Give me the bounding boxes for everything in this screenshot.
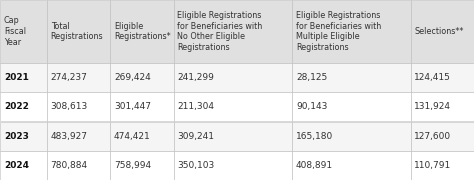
Text: 124,415: 124,415 [414, 73, 451, 82]
Bar [410, 63, 474, 92]
Text: 301,447: 301,447 [114, 102, 151, 111]
Bar [173, 0, 292, 63]
Bar [0, 0, 47, 63]
Bar [0, 63, 47, 92]
Bar [173, 63, 292, 92]
Text: 309,241: 309,241 [177, 132, 214, 141]
Bar [110, 63, 173, 92]
Text: 274,237: 274,237 [51, 73, 88, 82]
Bar [0, 92, 47, 122]
Bar [110, 151, 173, 180]
Bar [410, 0, 474, 63]
Bar [173, 122, 292, 151]
Text: Eligible
Registrations*: Eligible Registrations* [114, 22, 171, 41]
Text: 408,891: 408,891 [296, 161, 333, 170]
Bar [47, 92, 110, 122]
Text: 2024: 2024 [4, 161, 29, 170]
Text: 127,600: 127,600 [414, 132, 452, 141]
Text: 474,421: 474,421 [114, 132, 151, 141]
Bar [410, 122, 474, 151]
Bar [0, 122, 47, 151]
Text: Total
Registrations: Total Registrations [51, 22, 103, 41]
Bar [173, 151, 292, 180]
Text: 2022: 2022 [4, 102, 28, 111]
Text: 110,791: 110,791 [414, 161, 452, 170]
Bar [292, 63, 410, 92]
Bar [47, 63, 110, 92]
Text: 131,924: 131,924 [414, 102, 451, 111]
Text: 269,424: 269,424 [114, 73, 151, 82]
Bar [410, 92, 474, 122]
Text: Selections**: Selections** [414, 27, 464, 36]
Bar [292, 92, 410, 122]
Text: 2021: 2021 [4, 73, 28, 82]
Bar [0, 151, 47, 180]
Bar [47, 151, 110, 180]
Bar [47, 122, 110, 151]
Text: 483,927: 483,927 [51, 132, 88, 141]
Text: 165,180: 165,180 [296, 132, 333, 141]
Bar [292, 122, 410, 151]
Bar [110, 122, 173, 151]
Bar [110, 92, 173, 122]
Text: 780,884: 780,884 [51, 161, 88, 170]
Text: 308,613: 308,613 [51, 102, 88, 111]
Text: 758,994: 758,994 [114, 161, 151, 170]
Bar [110, 0, 173, 63]
Bar [292, 151, 410, 180]
Text: Eligible Registrations
for Beneficiaries with
Multiple Eligible
Registrations: Eligible Registrations for Beneficiaries… [296, 11, 381, 52]
Text: 350,103: 350,103 [177, 161, 215, 170]
Text: Eligible Registrations
for Beneficiaries with
No Other Eligible
Registrations: Eligible Registrations for Beneficiaries… [177, 11, 263, 52]
Bar [173, 92, 292, 122]
Text: 28,125: 28,125 [296, 73, 327, 82]
Bar [410, 151, 474, 180]
Text: Cap
Fiscal
Year: Cap Fiscal Year [4, 16, 26, 47]
Text: 211,304: 211,304 [177, 102, 214, 111]
Bar [47, 0, 110, 63]
Text: 2023: 2023 [4, 132, 28, 141]
Bar [292, 0, 410, 63]
Text: 241,299: 241,299 [177, 73, 214, 82]
Text: 90,143: 90,143 [296, 102, 327, 111]
